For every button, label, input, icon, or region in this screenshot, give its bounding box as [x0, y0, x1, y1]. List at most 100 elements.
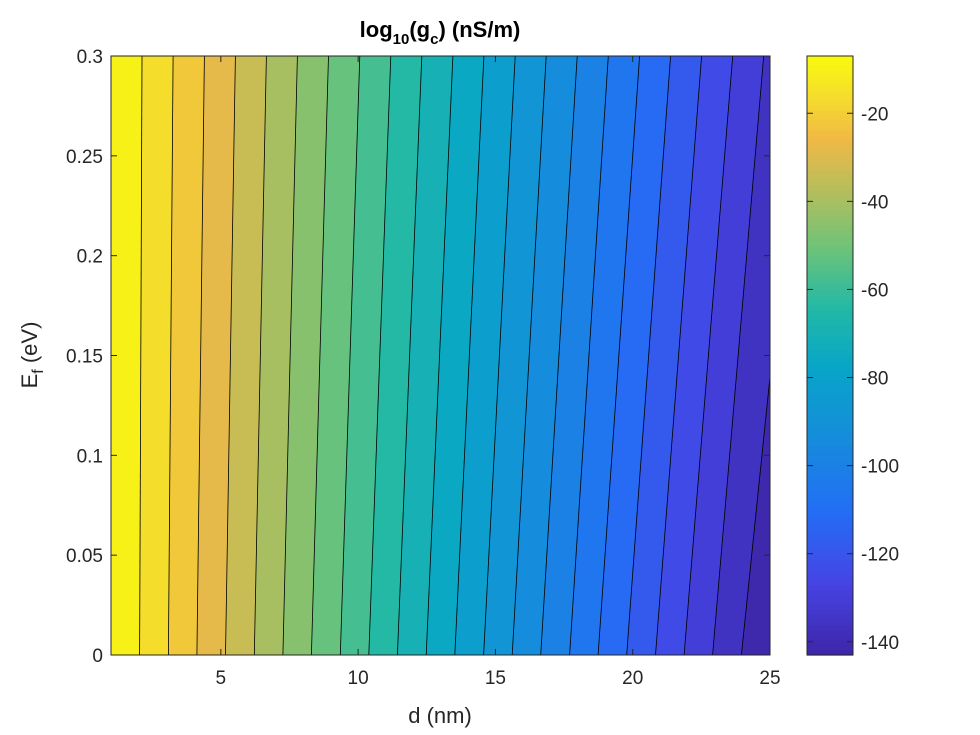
- y-axis-label: Ef (eV): [17, 322, 47, 389]
- colorbar-segment: [807, 550, 853, 556]
- colorbar-tick-label: -140: [861, 633, 899, 654]
- colorbar-segment: [807, 220, 853, 227]
- colorbar-tick-label: -100: [861, 457, 899, 478]
- colorbar-segment: [807, 380, 853, 387]
- colorbar-segment: [807, 270, 853, 277]
- x-tick-label: 25: [759, 668, 780, 689]
- colorbar-segment: [807, 130, 853, 137]
- colorbar-segment: [807, 465, 853, 471]
- colorbar-segment: [807, 375, 853, 382]
- colorbar-segment: [807, 255, 853, 262]
- colorbar-frame: [806, 55, 854, 656]
- colorbar-segment: [807, 440, 853, 446]
- colorbar-segment: [807, 520, 853, 526]
- colorbar-segment: [807, 105, 853, 112]
- colorbar-segment: [807, 395, 853, 402]
- colorbar-segment: [807, 525, 853, 531]
- colorbar-segment: [807, 430, 853, 436]
- contour-line: [540, 56, 578, 655]
- colorbar-segment: [807, 320, 853, 327]
- contour-line: [196, 56, 205, 655]
- colorbar-segment: [807, 195, 853, 202]
- colorbar-segment: [807, 615, 853, 621]
- colorbar-segment: [807, 640, 853, 646]
- contour-line: [282, 56, 298, 655]
- contour-line: [139, 56, 143, 655]
- colorbar-segment: [807, 315, 853, 322]
- contour-line: [483, 56, 516, 655]
- colorbar-segment: [807, 355, 853, 362]
- colorbar-segment: [807, 470, 853, 476]
- colorbar-segment: [807, 400, 853, 407]
- colorbar-segment: [807, 505, 853, 511]
- colorbar-segment: [807, 95, 853, 102]
- colorbar-segment: [807, 235, 853, 242]
- contour-line: [397, 56, 423, 655]
- colorbar-segment: [807, 450, 853, 456]
- colorbar: -140 -120 -100 -80 -60 -40 -20: [806, 55, 899, 656]
- colorbar-segment: [807, 160, 853, 167]
- contour-band: [139, 56, 174, 655]
- colorbar-segment: [807, 530, 853, 536]
- colorbar-segment: [807, 135, 853, 142]
- colorbar-segment: [807, 340, 853, 347]
- colorbar-segment: [807, 435, 853, 441]
- colorbar-segment: [807, 230, 853, 237]
- colorbar-segment: [807, 555, 853, 561]
- colorbar-tick-label: -80: [861, 369, 888, 390]
- x-tick-label: 5: [216, 668, 227, 689]
- colorbar-tick-label: -120: [861, 545, 899, 566]
- contour-line: [741, 372, 770, 655]
- colorbar-segment: [807, 170, 853, 177]
- colorbar-segment: [807, 80, 853, 87]
- colorbar-segment: [807, 345, 853, 352]
- colorbar-segment: [807, 175, 853, 182]
- colorbar-segment: [807, 350, 853, 357]
- colorbar-segment: [807, 560, 853, 566]
- contour-line: [339, 56, 361, 655]
- colorbar-segment: [807, 335, 853, 342]
- colorbar-segment: [807, 190, 853, 197]
- x-tick-label: 10: [348, 668, 369, 689]
- colorbar-segment: [807, 610, 853, 616]
- colorbar-segment: [807, 445, 853, 451]
- colorbar-segment: [807, 115, 853, 122]
- colorbar-segment: [807, 300, 853, 307]
- colorbar-segment: [807, 480, 853, 486]
- colorbar-segment: [807, 295, 853, 302]
- colorbar-segment: [807, 90, 853, 97]
- colorbar-segment: [807, 650, 853, 656]
- contour-band: [111, 56, 143, 655]
- colorbar-tick-label: -40: [861, 192, 888, 213]
- y-tick-label: 0.1: [77, 446, 103, 467]
- colorbar-segment: [807, 360, 853, 367]
- contour-line: [425, 56, 454, 655]
- y-tick-label: 0.15: [66, 347, 103, 368]
- colorbar-segment: [807, 275, 853, 282]
- contour-lines: [139, 56, 770, 655]
- colorbar-segment: [807, 250, 853, 257]
- contour-line: [683, 56, 734, 655]
- colorbar-segment: [807, 485, 853, 491]
- colorbar-segment: [807, 595, 853, 601]
- contour-line: [569, 56, 609, 655]
- colorbar-segment: [807, 150, 853, 157]
- colorbar-segment: [807, 370, 853, 377]
- y-axis: 0 0.05 0.1 0.15 0.2 0.25 0.3: [66, 47, 770, 667]
- colorbar-segment: [807, 590, 853, 596]
- colorbar-segment: [807, 325, 853, 332]
- colorbar-segment: [807, 225, 853, 232]
- colorbar-segment: [807, 535, 853, 541]
- x-tick-label: 20: [622, 668, 643, 689]
- y-tick-label: 0: [92, 646, 103, 667]
- colorbar-segment: [807, 565, 853, 571]
- colorbar-segment: [807, 165, 853, 172]
- colorbar-segment: [807, 620, 853, 626]
- colorbar-segment: [807, 460, 853, 466]
- colorbar-segment: [807, 180, 853, 187]
- colorbar-segment: [807, 70, 853, 77]
- contour-line: [311, 56, 329, 655]
- colorbar-segment: [807, 630, 853, 636]
- colorbar-segment: [807, 515, 853, 521]
